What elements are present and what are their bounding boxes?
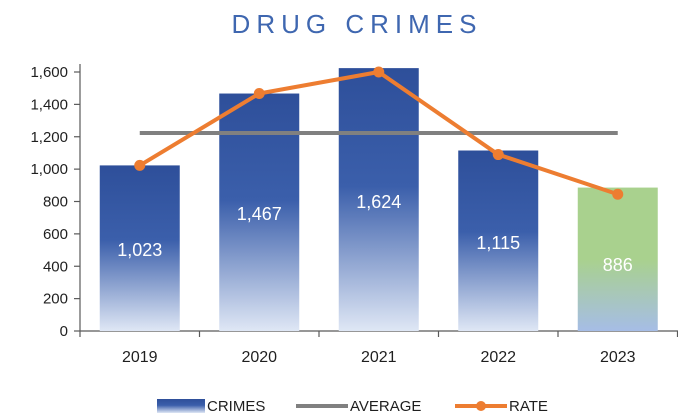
legend-label-average: AVERAGE — [350, 398, 421, 415]
data-label-2023: 886 — [603, 255, 633, 275]
bar-2021 — [338, 68, 419, 332]
x-tick-label: 2020 — [241, 349, 277, 366]
x-tick-label: 2019 — [122, 349, 158, 366]
legend-marker-rate — [476, 401, 486, 411]
y-tick-label: 0 — [60, 323, 68, 340]
rate-point-2023 — [612, 188, 624, 200]
legend: CRIMES AVERAGE RATE — [157, 398, 548, 415]
y-tick-label: 200 — [43, 291, 68, 308]
data-labels: 1,023 1,467 1,624 1,115 886 — [117, 192, 633, 275]
data-label-2022: 1,115 — [476, 233, 520, 253]
bar-2023 — [577, 187, 658, 331]
legend-label-crimes: CRIMES — [207, 398, 265, 415]
bar-series — [99, 68, 658, 332]
rate-point-2020 — [253, 88, 265, 100]
x-axis: 2019 2020 2021 2022 2023 — [79, 330, 678, 366]
y-tick-label: 1,200 — [30, 129, 68, 146]
rate-point-2022 — [492, 149, 504, 161]
x-tick-label: 2021 — [361, 349, 397, 366]
data-label-2019: 1,023 — [117, 240, 162, 260]
rate-point-2019 — [134, 159, 146, 171]
y-tick-label: 800 — [43, 194, 68, 211]
data-label-2020: 1,467 — [237, 204, 282, 224]
y-tick-label: 600 — [43, 226, 68, 243]
x-tick-label: 2023 — [600, 349, 636, 366]
x-tick-label: 2022 — [480, 349, 516, 366]
bar-2022 — [458, 150, 539, 331]
legend-swatch-crimes — [157, 399, 205, 413]
chart-title: DRUG CRIMES — [232, 9, 483, 39]
y-tick-label: 1,600 — [30, 64, 68, 81]
rate-point-2021 — [373, 66, 385, 78]
y-axis: 0 200 400 600 800 1,000 1,200 1,400 1,600 — [30, 64, 81, 340]
y-tick-label: 1,400 — [30, 96, 68, 113]
bar-2019 — [99, 165, 180, 331]
y-tick-label: 1,000 — [30, 161, 68, 178]
legend-label-rate: RATE — [509, 398, 548, 415]
data-label-2021: 1,624 — [356, 192, 401, 212]
line-series — [134, 66, 624, 200]
y-tick-label: 400 — [43, 258, 68, 275]
